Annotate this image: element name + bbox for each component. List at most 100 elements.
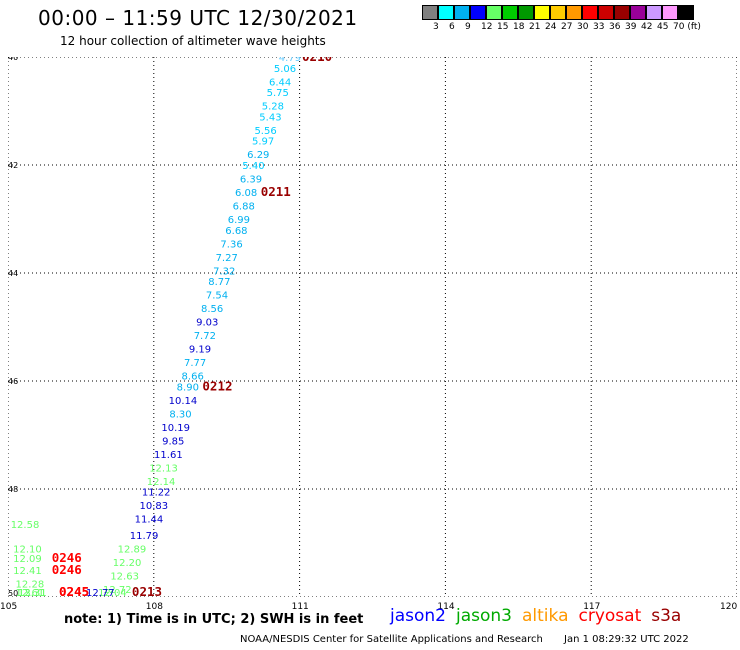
wave-height-value: 9.03 bbox=[196, 318, 218, 329]
wave-height-value: 5.06 bbox=[274, 64, 296, 75]
wave-height-value: 13.31 bbox=[18, 588, 47, 597]
wave-height-value: 5.75 bbox=[267, 88, 289, 99]
scale-swatch bbox=[662, 5, 678, 20]
footer-credit: NOAA/NESDIS Center for Satellite Applica… bbox=[240, 634, 689, 645]
wave-height-value: 10.19 bbox=[161, 423, 190, 434]
wave-height-value: 5.97 bbox=[252, 137, 274, 148]
wave-height-value: 6.08 bbox=[235, 188, 257, 199]
latitude-tick-label: 40 bbox=[8, 57, 18, 62]
page-title: 00:00 – 11:59 UTC 12/30/2021 bbox=[38, 6, 358, 30]
wave-height-value: 10.14 bbox=[169, 396, 198, 407]
wave-height-value: 8.90 bbox=[177, 382, 199, 393]
wave-height-value: 12.61 bbox=[16, 588, 45, 597]
latitude-tick-label: 44 bbox=[8, 269, 18, 278]
wave-height-value: 12.89 bbox=[118, 544, 147, 555]
scale-label: 18 bbox=[513, 22, 525, 32]
latitude-labels: 40 42 44 46 48 50 bbox=[8, 57, 18, 597]
scale-label: 3 bbox=[433, 22, 439, 32]
wave-height-value: 6.88 bbox=[233, 202, 255, 213]
wave-height-value: 12.72 bbox=[103, 585, 132, 596]
wave-height-value: 8.77 bbox=[208, 277, 230, 288]
scale-swatch bbox=[534, 5, 550, 20]
pass-time-label: 0211 bbox=[261, 184, 291, 199]
satellite-legend: jason2 jason3 altika cryosat s3a bbox=[390, 606, 691, 626]
scale-swatch bbox=[470, 5, 486, 20]
wave-height-value: 12.31 bbox=[18, 588, 47, 597]
longitude-labels: 105 108 111 114 117 120 bbox=[0, 602, 740, 614]
scale-swatch bbox=[598, 5, 614, 20]
map-grid bbox=[8, 57, 737, 597]
wave-height-value: 5.43 bbox=[259, 112, 281, 123]
pass-time-label: 0213 bbox=[132, 584, 162, 597]
wave-height-value: 12.63 bbox=[110, 571, 139, 582]
scale-label: 39 bbox=[625, 22, 637, 32]
wave-height-value: 8.30 bbox=[169, 409, 191, 420]
scale-label: 15 bbox=[497, 22, 509, 32]
scale-label: 6 bbox=[449, 22, 455, 32]
wave-height-value: 5.28 bbox=[262, 102, 284, 113]
scale-swatch bbox=[630, 5, 646, 20]
longitude-tick-label: 114 bbox=[437, 602, 455, 612]
wave-height-value: 7.36 bbox=[220, 239, 242, 250]
scale-swatch bbox=[582, 5, 598, 20]
scale-label: 27 bbox=[561, 22, 573, 32]
pass-time-label: 0246 bbox=[52, 550, 82, 565]
satellite-legend-item: s3a bbox=[651, 606, 682, 626]
pass-time-label: 0212 bbox=[202, 378, 232, 393]
scale-swatch bbox=[438, 5, 454, 20]
wave-height-value: 8.56 bbox=[201, 304, 223, 315]
wave-height-value: 7.32 bbox=[213, 266, 235, 277]
wave-height-value: 12.77 bbox=[86, 588, 115, 597]
scale-swatch bbox=[646, 5, 662, 20]
longitude-tick-label: 105 bbox=[0, 602, 18, 612]
longitude-tick-label: 111 bbox=[291, 602, 309, 612]
wave-height-value: 12.20 bbox=[113, 558, 142, 569]
pass-time-label: 0210 bbox=[302, 57, 332, 64]
wave-height-value: 10.83 bbox=[139, 501, 168, 512]
scale-label: 24 bbox=[545, 22, 557, 32]
wave-height-value: 11.22 bbox=[142, 488, 171, 499]
color-scale bbox=[422, 5, 694, 21]
wave-height-observations: 4.795.06 6.445.75 5.285.43 5.565.97 6.295.40… bbox=[11, 57, 301, 597]
wave-height-value: 11.79 bbox=[130, 531, 159, 542]
wave-height-value: 6.29 bbox=[247, 150, 269, 161]
wave-height-value: 9.85 bbox=[162, 436, 184, 447]
wave-height-value: 7.72 bbox=[194, 331, 216, 342]
pass-time-label: 0246 bbox=[52, 562, 82, 577]
latitude-tick-label: 46 bbox=[8, 377, 18, 386]
wave-height-value: 12.28 bbox=[16, 580, 45, 591]
longitude-tick-label: 117 bbox=[583, 602, 601, 612]
footnote: note: 1) Time is in UTC; 2) SWH is in fe… bbox=[64, 612, 364, 627]
credit-text: NOAA/NESDIS Center for Satellite Applica… bbox=[240, 634, 543, 645]
wave-height-value: 8.66 bbox=[182, 372, 204, 383]
wave-height-value: 4.79 bbox=[279, 57, 301, 64]
wave-height-value: 6.44 bbox=[269, 77, 291, 88]
wave-height-map[interactable]: 40 42 44 46 48 50 4.795.06 6.445.75 5.285.43 5.5… bbox=[8, 57, 737, 597]
latitude-tick-label: 42 bbox=[8, 161, 18, 170]
scale-label: 9 bbox=[465, 22, 471, 32]
scale-label: 21 bbox=[529, 22, 541, 32]
satellite-legend-item: jason2 bbox=[390, 606, 446, 626]
scale-swatch bbox=[614, 5, 630, 20]
wave-height-value: 6.99 bbox=[228, 215, 250, 226]
page-subtitle: 12 hour collection of altimeter wave hei… bbox=[60, 34, 326, 48]
wave-height-value: 12.58 bbox=[11, 520, 40, 531]
wave-height-value: 12.10 bbox=[13, 544, 42, 555]
scale-label: 45 bbox=[657, 22, 669, 32]
generated-timestamp: Jan 1 08:29:32 UTC 2022 bbox=[564, 634, 689, 645]
latitude-tick-label: 50 bbox=[8, 589, 18, 597]
scale-swatch bbox=[518, 5, 534, 20]
wave-height-value: 5.56 bbox=[254, 126, 276, 137]
scale-label: 33 bbox=[593, 22, 605, 32]
pass-time-label: 0245 bbox=[59, 584, 89, 597]
scale-label: 42 bbox=[641, 22, 653, 32]
wave-height-value: 6.68 bbox=[225, 226, 247, 237]
wave-height-value: 11.61 bbox=[154, 450, 183, 461]
wave-height-value: 12.09 bbox=[13, 554, 42, 565]
wave-height-value: 12.13 bbox=[149, 463, 178, 474]
satellite-legend-item: altika bbox=[522, 606, 569, 626]
scale-swatch bbox=[550, 5, 566, 20]
scale-label: 36 bbox=[609, 22, 621, 32]
longitude-tick-label: 108 bbox=[145, 602, 163, 612]
scale-swatch bbox=[502, 5, 518, 20]
